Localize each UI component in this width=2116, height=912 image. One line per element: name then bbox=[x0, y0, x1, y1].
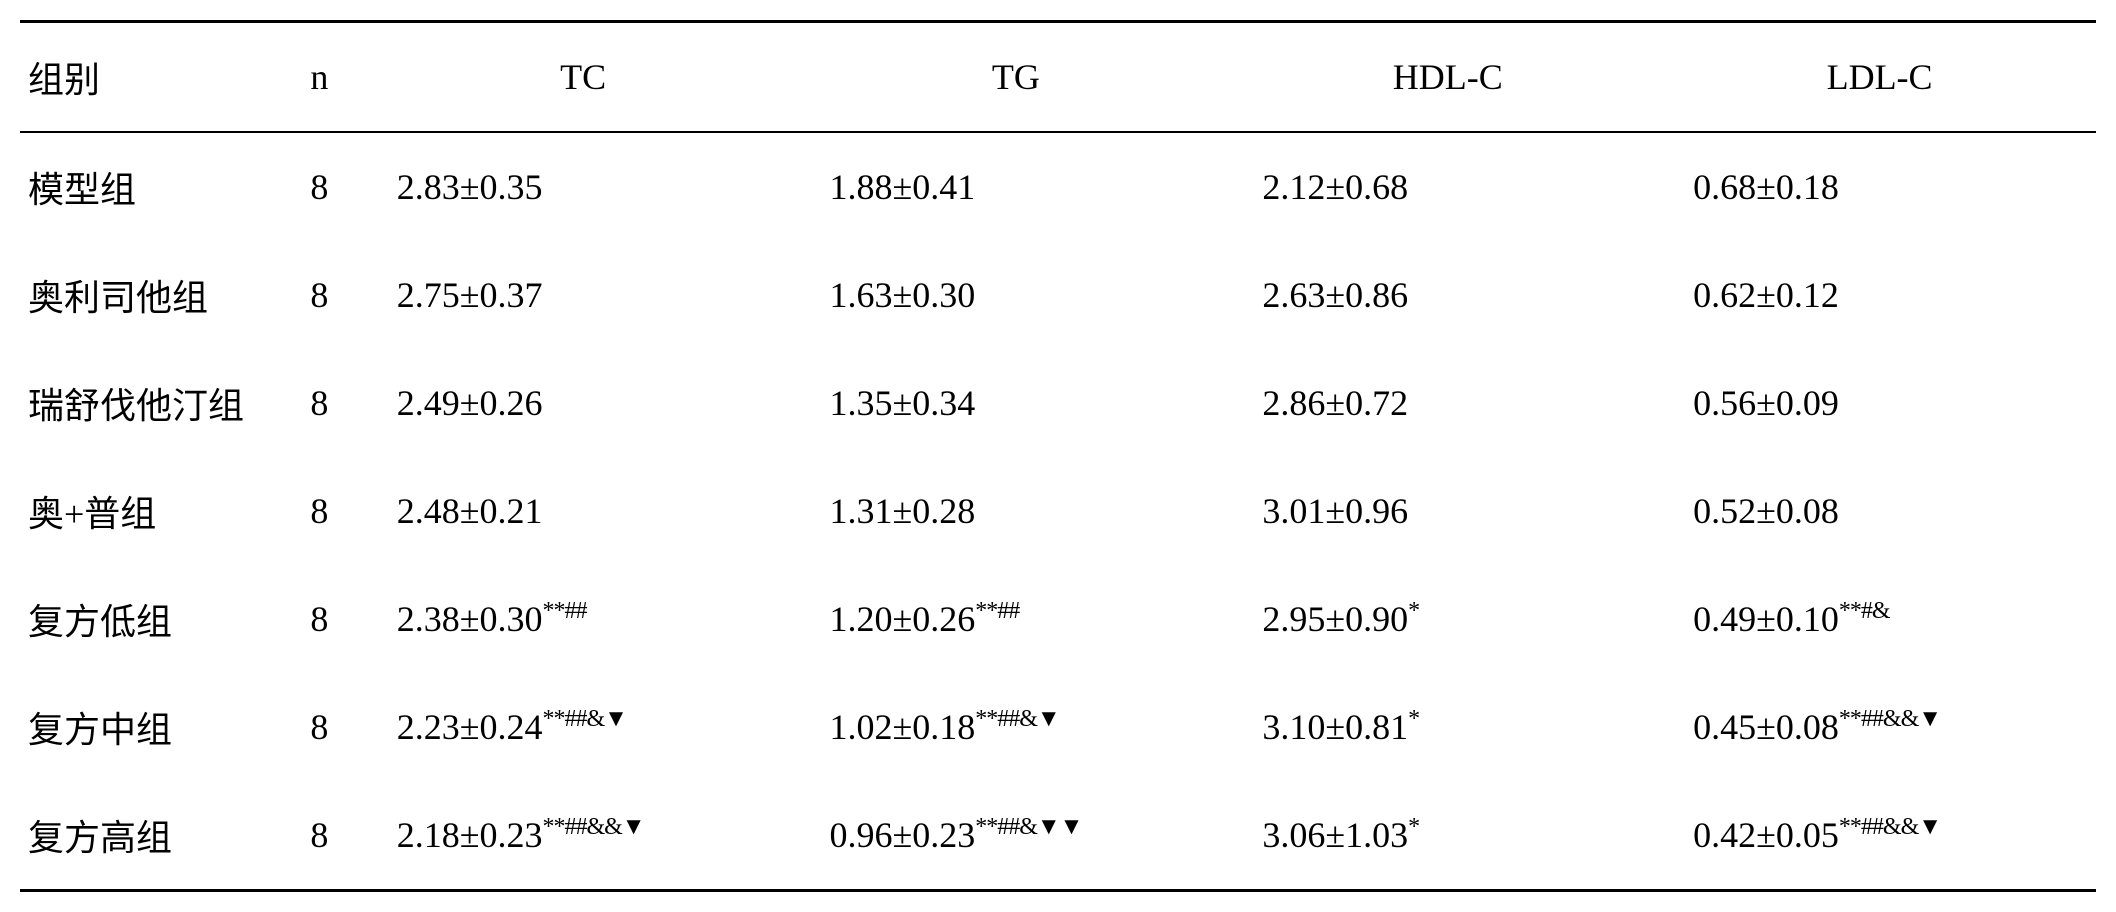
value-text: 0.62±0.12 bbox=[1693, 275, 1839, 315]
sup-annotation: * bbox=[1408, 814, 1419, 840]
cell-tg: 1.63±0.30 bbox=[799, 241, 1232, 349]
value-text: 2.48±0.21 bbox=[397, 491, 543, 531]
value-text: 0.96±0.23 bbox=[829, 815, 975, 855]
table-row: 复方低组 8 2.38±0.30**## 1.20±0.26**## 2.95±… bbox=[20, 565, 2096, 673]
value-text: 1.35±0.34 bbox=[829, 383, 975, 423]
sup-annotation: **## bbox=[975, 598, 1019, 624]
table-row: 模型组 8 2.83±0.35 1.88±0.41 2.12±0.68 0.68… bbox=[20, 132, 2096, 241]
value-text: 2.63±0.86 bbox=[1262, 275, 1408, 315]
value-text: 2.18±0.23 bbox=[397, 815, 543, 855]
cell-tg: 1.35±0.34 bbox=[799, 349, 1232, 457]
cell-hdlc: 2.12±0.68 bbox=[1232, 132, 1663, 241]
cell-ldlc: 0.49±0.10**#& bbox=[1663, 565, 2096, 673]
cell-ldlc: 0.56±0.09 bbox=[1663, 349, 2096, 457]
value-text: 0.49±0.10 bbox=[1693, 599, 1839, 639]
value-text: 3.10±0.81 bbox=[1262, 707, 1408, 747]
value-text: 0.42±0.05 bbox=[1693, 815, 1839, 855]
value-text: 2.38±0.30 bbox=[397, 599, 543, 639]
cell-tc: 2.83±0.35 bbox=[367, 132, 800, 241]
cell-ldlc: 0.52±0.08 bbox=[1663, 457, 2096, 565]
header-row: 组别 n TC TG HDL-C LDL-C bbox=[20, 22, 2096, 133]
header-tg: TG bbox=[799, 22, 1232, 133]
cell-n: 8 bbox=[272, 565, 367, 673]
cell-hdlc: 2.86±0.72 bbox=[1232, 349, 1663, 457]
value-text: 2.75±0.37 bbox=[397, 275, 543, 315]
table-row: 奥+普组 8 2.48±0.21 1.31±0.28 3.01±0.96 0.5… bbox=[20, 457, 2096, 565]
value-text: 2.49±0.26 bbox=[397, 383, 543, 423]
header-ldlc: LDL-C bbox=[1663, 22, 2096, 133]
sup-annotation: **##&&▼ bbox=[1839, 706, 1941, 732]
sup-annotation: **##&▼ bbox=[542, 706, 626, 732]
header-tc: TC bbox=[367, 22, 800, 133]
table-body: 模型组 8 2.83±0.35 1.88±0.41 2.12±0.68 0.68… bbox=[20, 132, 2096, 891]
sup-annotation: **##&&▼ bbox=[1839, 814, 1941, 840]
cell-n: 8 bbox=[272, 132, 367, 241]
cell-hdlc: 3.10±0.81* bbox=[1232, 673, 1663, 781]
value-text: 0.52±0.08 bbox=[1693, 491, 1839, 531]
header-n: n bbox=[272, 22, 367, 133]
cell-n: 8 bbox=[272, 241, 367, 349]
cell-tc: 2.75±0.37 bbox=[367, 241, 800, 349]
lipid-results-table: 组别 n TC TG HDL-C LDL-C 模型组 8 2.83±0.35 1… bbox=[20, 20, 2096, 892]
table-row: 复方中组 8 2.23±0.24**##&▼ 1.02±0.18**##&▼ 3… bbox=[20, 673, 2096, 781]
cell-tg: 1.31±0.28 bbox=[799, 457, 1232, 565]
value-text: 1.02±0.18 bbox=[829, 707, 975, 747]
cell-ldlc: 0.45±0.08**##&&▼ bbox=[1663, 673, 2096, 781]
value-text: 3.01±0.96 bbox=[1262, 491, 1408, 531]
header-group: 组别 bbox=[20, 22, 272, 133]
cell-group: 瑞舒伐他汀组 bbox=[20, 349, 272, 457]
cell-n: 8 bbox=[272, 349, 367, 457]
cell-group: 复方中组 bbox=[20, 673, 272, 781]
value-text: 2.83±0.35 bbox=[397, 167, 543, 207]
value-text: 0.45±0.08 bbox=[1693, 707, 1839, 747]
cell-tg: 1.02±0.18**##&▼ bbox=[799, 673, 1232, 781]
cell-hdlc: 3.06±1.03* bbox=[1232, 781, 1663, 891]
header-hdlc: HDL-C bbox=[1232, 22, 1663, 133]
cell-group: 奥利司他组 bbox=[20, 241, 272, 349]
cell-tg: 1.88±0.41 bbox=[799, 132, 1232, 241]
cell-tg: 0.96±0.23**##&▼▼ bbox=[799, 781, 1232, 891]
cell-tc: 2.49±0.26 bbox=[367, 349, 800, 457]
sup-annotation: * bbox=[1408, 598, 1419, 624]
sup-annotation: **##&▼▼ bbox=[975, 814, 1082, 840]
cell-group: 复方低组 bbox=[20, 565, 272, 673]
cell-ldlc: 0.62±0.12 bbox=[1663, 241, 2096, 349]
data-table: 组别 n TC TG HDL-C LDL-C 模型组 8 2.83±0.35 1… bbox=[20, 20, 2096, 892]
table-row: 瑞舒伐他汀组 8 2.49±0.26 1.35±0.34 2.86±0.72 0… bbox=[20, 349, 2096, 457]
cell-group: 模型组 bbox=[20, 132, 272, 241]
value-text: 1.20±0.26 bbox=[829, 599, 975, 639]
sup-annotation: **#& bbox=[1839, 598, 1890, 624]
cell-ldlc: 0.42±0.05**##&&▼ bbox=[1663, 781, 2096, 891]
cell-tc: 2.23±0.24**##&▼ bbox=[367, 673, 800, 781]
table-row: 复方高组 8 2.18±0.23**##&&▼ 0.96±0.23**##&▼▼… bbox=[20, 781, 2096, 891]
cell-n: 8 bbox=[272, 673, 367, 781]
sup-annotation: **##&▼ bbox=[975, 706, 1059, 732]
value-text: 2.12±0.68 bbox=[1262, 167, 1408, 207]
table-row: 奥利司他组 8 2.75±0.37 1.63±0.30 2.63±0.86 0.… bbox=[20, 241, 2096, 349]
cell-tc: 2.18±0.23**##&&▼ bbox=[367, 781, 800, 891]
cell-tc: 2.48±0.21 bbox=[367, 457, 800, 565]
cell-hdlc: 2.63±0.86 bbox=[1232, 241, 1663, 349]
cell-n: 8 bbox=[272, 457, 367, 565]
value-text: 2.86±0.72 bbox=[1262, 383, 1408, 423]
value-text: 2.95±0.90 bbox=[1262, 599, 1408, 639]
value-text: 0.68±0.18 bbox=[1693, 167, 1839, 207]
value-text: 3.06±1.03 bbox=[1262, 815, 1408, 855]
cell-hdlc: 3.01±0.96 bbox=[1232, 457, 1663, 565]
cell-group: 奥+普组 bbox=[20, 457, 272, 565]
sup-annotation: * bbox=[1408, 706, 1419, 732]
value-text: 0.56±0.09 bbox=[1693, 383, 1839, 423]
value-text: 1.88±0.41 bbox=[829, 167, 975, 207]
cell-hdlc: 2.95±0.90* bbox=[1232, 565, 1663, 673]
cell-tg: 1.20±0.26**## bbox=[799, 565, 1232, 673]
cell-ldlc: 0.68±0.18 bbox=[1663, 132, 2096, 241]
value-text: 1.31±0.28 bbox=[829, 491, 975, 531]
cell-n: 8 bbox=[272, 781, 367, 891]
value-text: 1.63±0.30 bbox=[829, 275, 975, 315]
sup-annotation: **##&&▼ bbox=[542, 814, 644, 840]
cell-tc: 2.38±0.30**## bbox=[367, 565, 800, 673]
sup-annotation: **## bbox=[542, 598, 586, 624]
value-text: 2.23±0.24 bbox=[397, 707, 543, 747]
cell-group: 复方高组 bbox=[20, 781, 272, 891]
